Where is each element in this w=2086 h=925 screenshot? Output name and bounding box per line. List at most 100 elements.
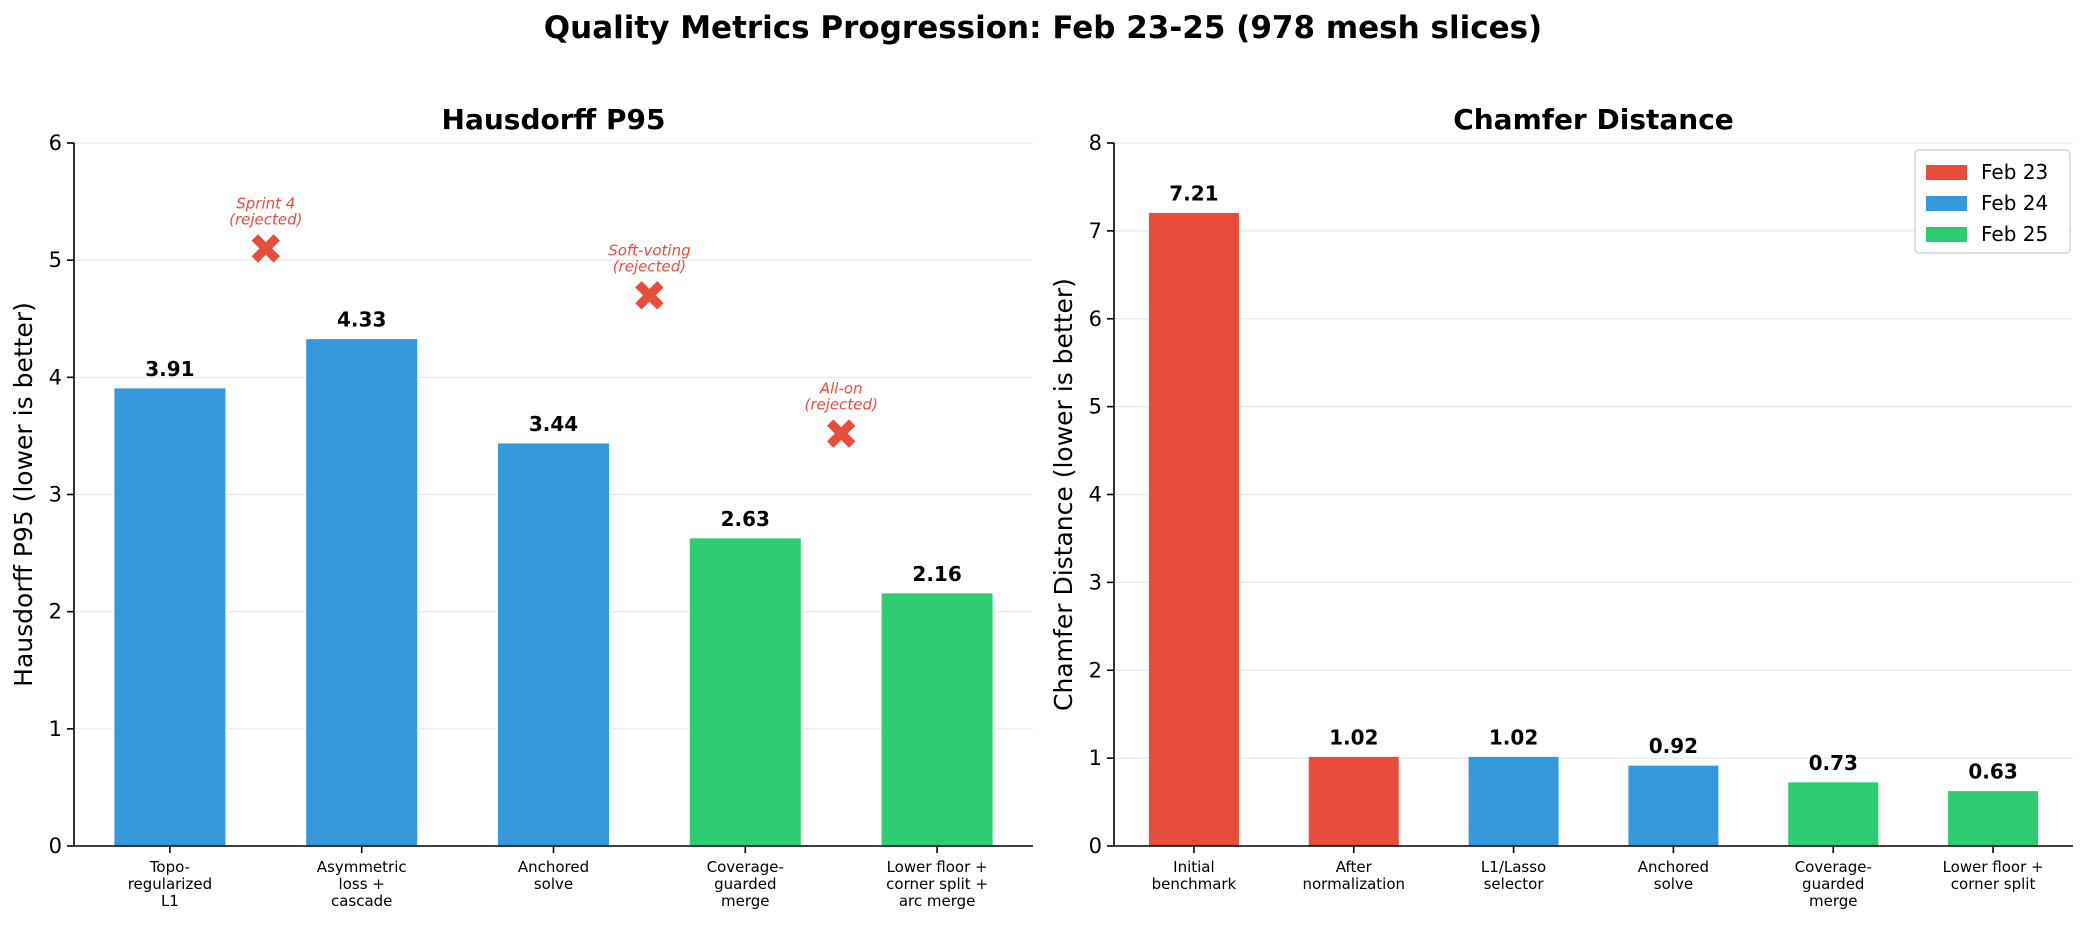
hausdorff-xtick-line: Topo- bbox=[149, 858, 190, 876]
chamfer-value-label: 0.73 bbox=[1809, 751, 1858, 775]
chamfer-xtick-line: After bbox=[1336, 858, 1373, 876]
chamfer-bar bbox=[1467, 755, 1560, 847]
chamfer-value-label: 7.21 bbox=[1169, 181, 1218, 205]
chamfer-xtick-line: corner split bbox=[1951, 875, 2036, 893]
hausdorff-value-label: 2.16 bbox=[912, 562, 961, 586]
legend-label: Feb 23 bbox=[1981, 160, 2048, 184]
hausdorff-rejected-marker bbox=[251, 234, 280, 263]
hausdorff-bar bbox=[113, 387, 227, 847]
chamfer-xtick-label: Coverage-guarded merge bbox=[1795, 858, 1872, 910]
legend-swatch bbox=[1926, 165, 1967, 180]
chamfer-xtick-line: selector bbox=[1484, 875, 1545, 893]
chamfer-value-label: 1.02 bbox=[1489, 725, 1538, 749]
chamfer-y-axis-label: Chamfer Distance (lower is better) bbox=[1049, 278, 1078, 711]
hausdorff-value-label: 4.33 bbox=[337, 308, 386, 332]
hausdorff-bar bbox=[688, 537, 802, 847]
hausdorff-xtick-line: Asymmetric bbox=[317, 858, 407, 876]
chamfer-chart: 7.21 1.02 1.02 0.92 0.73 0.63 0 1 2 3 4 5 6 7 8 Initial… bbox=[1049, 103, 2073, 910]
hausdorff-bar bbox=[305, 338, 419, 847]
chamfer-xtick-line: Initial bbox=[1173, 858, 1215, 876]
hausdorff-ytick-label: 6 bbox=[49, 131, 62, 155]
chamfer-xtick-line: merge bbox=[1809, 892, 1858, 910]
hausdorff-xtick-line: Coverage- bbox=[707, 858, 784, 876]
legend-swatch bbox=[1926, 196, 1967, 211]
chamfer-bar bbox=[1307, 755, 1400, 847]
hausdorff-ytick-label: 3 bbox=[49, 483, 62, 507]
hausdorff-rejected-line: (rejected) bbox=[613, 257, 686, 275]
hausdorff-rejected-label: All-on (rejected) bbox=[805, 380, 878, 414]
chamfer-xtick-label: L1/Lasso selector bbox=[1481, 858, 1546, 893]
chamfer-xtick-line: normalization bbox=[1302, 875, 1405, 893]
hausdorff-xtick-line: cascade bbox=[331, 892, 392, 910]
hausdorff-ytick-label: 2 bbox=[49, 600, 62, 624]
legend-label: Feb 24 bbox=[1981, 191, 2048, 215]
hausdorff-xtick-line: guarded bbox=[714, 875, 776, 893]
chamfer-xtick-line: Coverage- bbox=[1795, 858, 1872, 876]
hausdorff-rejected-label: Soft-voting (rejected) bbox=[608, 241, 690, 275]
chamfer-title: Chamfer Distance bbox=[1453, 103, 1734, 136]
hausdorff-rejected-line: All-on bbox=[819, 380, 863, 398]
hausdorff-xtick-line: merge bbox=[721, 892, 770, 910]
hausdorff-chart: 3.91 4.33 3.44 2.63 2.16 0 1 2 3 4 5 6 Topo-regulari… bbox=[9, 103, 1033, 910]
hausdorff-xtick-line: regularized bbox=[128, 875, 212, 893]
chamfer-xtick-line: guarded bbox=[1802, 875, 1864, 893]
hausdorff-ytick-label: 0 bbox=[49, 834, 62, 858]
chamfer-value-label: 1.02 bbox=[1329, 725, 1378, 749]
hausdorff-ytick-label: 4 bbox=[49, 365, 62, 389]
hausdorff-xtick-line: arc merge bbox=[899, 892, 976, 910]
hausdorff-bar bbox=[497, 442, 610, 847]
hausdorff-rejected-line: (rejected) bbox=[805, 396, 878, 414]
chamfer-xtick-label: Initial benchmark bbox=[1152, 858, 1237, 893]
hausdorff-title: Hausdorff P95 bbox=[442, 103, 666, 136]
chamfer-xtick-label: Anchored solve bbox=[1638, 858, 1709, 893]
chamfer-xtick-label: Lower floor + corner split bbox=[1943, 858, 2044, 893]
hausdorff-rejected-marker bbox=[827, 419, 856, 448]
chamfer-ytick-label: 3 bbox=[1089, 570, 1102, 594]
hausdorff-rejected-line: Sprint 4 bbox=[236, 194, 295, 212]
hausdorff-xtick-label: Lower floor + corner split + arc merge bbox=[886, 858, 988, 910]
hausdorff-rejected-label: Sprint 4 (rejected) bbox=[229, 194, 302, 228]
chamfer-ytick-label: 1 bbox=[1089, 746, 1102, 770]
chamfer-ytick-label: 5 bbox=[1089, 395, 1102, 419]
hausdorff-xtick-line: Anchored bbox=[518, 858, 589, 876]
chamfer-ytick-label: 8 bbox=[1089, 131, 1102, 155]
chamfer-bar bbox=[1147, 211, 1240, 847]
hausdorff-bar bbox=[880, 592, 994, 847]
legend: Feb 23 Feb 24 Feb 25 bbox=[1914, 149, 2071, 254]
chamfer-ytick-label: 4 bbox=[1089, 483, 1102, 507]
hausdorff-xtick-line: Lower floor + bbox=[887, 858, 988, 876]
hausdorff-xtick-label: Topo-regularized L1 bbox=[128, 858, 212, 910]
chamfer-value-label: 0.92 bbox=[1649, 734, 1698, 758]
figure-title: Quality Metrics Progression: Feb 23-25 (… bbox=[544, 10, 1542, 46]
chamfer-xtick-line: L1/Lasso bbox=[1481, 858, 1546, 876]
legend-label: Feb 25 bbox=[1981, 222, 2048, 246]
legend-swatch bbox=[1926, 227, 1967, 242]
hausdorff-xtick-line: corner split + bbox=[886, 875, 988, 893]
hausdorff-rejected-line: Soft-voting bbox=[608, 241, 690, 259]
hausdorff-value-label: 3.91 bbox=[145, 357, 194, 381]
hausdorff-y-axis-label: Hausdorff P95 (lower is better) bbox=[9, 302, 38, 687]
hausdorff-rejected-line: (rejected) bbox=[229, 210, 302, 228]
hausdorff-xtick-line: L1 bbox=[161, 892, 179, 910]
chamfer-xtick-label: After normalization bbox=[1302, 858, 1405, 893]
chamfer-xtick-line: Anchored bbox=[1638, 858, 1709, 876]
chamfer-ytick-label: 7 bbox=[1089, 219, 1102, 243]
hausdorff-value-label: 3.44 bbox=[529, 412, 578, 436]
chamfer-ytick-label: 2 bbox=[1089, 658, 1102, 682]
hausdorff-xtick-label: Asymmetric loss + cascade bbox=[317, 858, 407, 910]
hausdorff-ytick-label: 5 bbox=[49, 248, 62, 272]
hausdorff-xtick-line: solve bbox=[534, 875, 573, 893]
chamfer-xtick-line: benchmark bbox=[1152, 875, 1237, 893]
hausdorff-xtick-label: Coverage-guarded merge bbox=[707, 858, 784, 910]
chamfer-xtick-line: Lower floor + bbox=[1943, 858, 2044, 876]
hausdorff-value-label: 2.63 bbox=[721, 507, 770, 531]
chamfer-bar bbox=[1787, 781, 1880, 847]
chamfer-ytick-label: 6 bbox=[1089, 307, 1102, 331]
hausdorff-ytick-label: 1 bbox=[49, 717, 62, 741]
chamfer-ytick-label: 0 bbox=[1089, 834, 1102, 858]
chamfer-bar bbox=[1947, 790, 2040, 847]
chamfer-xtick-line: solve bbox=[1654, 875, 1693, 893]
hausdorff-rejected-marker bbox=[635, 281, 664, 310]
chamfer-value-label: 0.63 bbox=[1968, 760, 2017, 784]
